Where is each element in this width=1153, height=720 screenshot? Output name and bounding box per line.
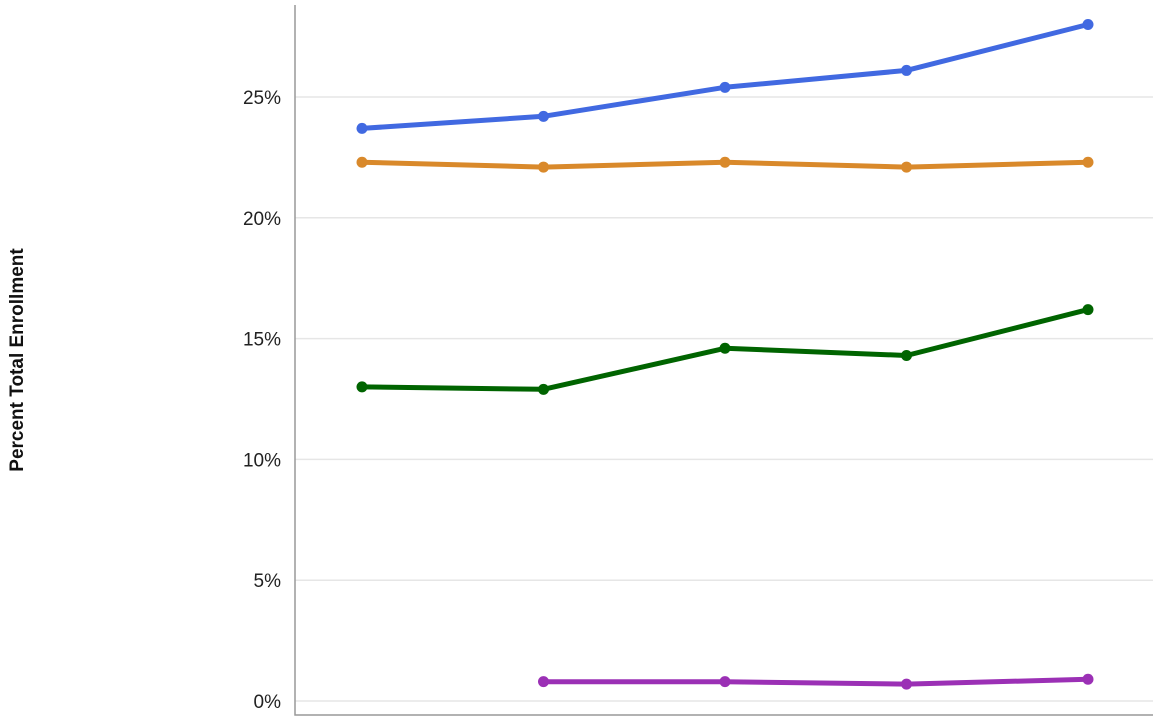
data-point	[356, 381, 368, 393]
data-point	[901, 161, 912, 173]
data-point	[719, 676, 731, 688]
series-2	[356, 156, 1094, 173]
y-tick-label: 10%	[243, 450, 281, 471]
gridlines	[295, 96, 1153, 702]
series-1	[356, 19, 1094, 134]
y-axis-title: Percent Total Enrollment	[7, 248, 28, 472]
data-point	[1082, 19, 1094, 31]
plot-frame	[294, 5, 1153, 716]
data-point	[1082, 673, 1094, 685]
axes	[294, 5, 1153, 716]
data-point	[719, 81, 731, 93]
y-tick-label: 0%	[254, 692, 282, 713]
data-point	[538, 161, 549, 173]
y-tick-label: 5%	[254, 571, 282, 592]
data-point	[356, 156, 368, 168]
series-3	[356, 304, 1094, 395]
y-tick-label: 20%	[243, 209, 281, 230]
data-point	[901, 678, 912, 690]
data-point	[901, 64, 912, 76]
series-4	[538, 673, 1094, 690]
data-point	[901, 350, 912, 362]
data-point	[538, 110, 549, 122]
data-point	[538, 676, 549, 688]
data-point	[719, 342, 731, 354]
data-point	[538, 383, 549, 395]
y-tick-label: 25%	[243, 88, 281, 109]
data-point	[356, 122, 368, 134]
data-point	[1082, 156, 1094, 168]
data-point	[1082, 304, 1094, 316]
series-line-4	[541, 676, 1091, 687]
y-tick-labels: 0% 5% 10% 15% 20% 25%	[243, 88, 281, 713]
series	[356, 19, 1094, 690]
data-point	[719, 156, 731, 168]
series-line-1	[359, 22, 1091, 131]
y-tick-label: 15%	[243, 330, 281, 351]
